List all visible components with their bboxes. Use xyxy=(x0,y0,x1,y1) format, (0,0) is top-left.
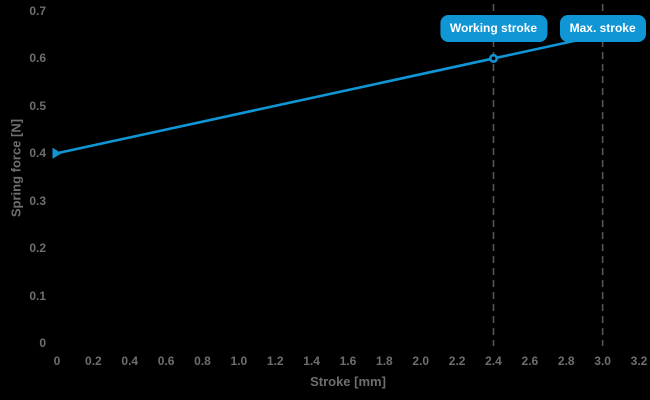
x-tick-label: 2.2 xyxy=(448,354,466,368)
y-tick-label: 0.5 xyxy=(29,98,46,113)
series-start-marker xyxy=(52,147,62,159)
x-tick-label: 3.2 xyxy=(630,354,648,368)
y-tick-label: 0.3 xyxy=(29,193,46,208)
x-tick-label: 0.4 xyxy=(121,354,139,368)
working-point-marker xyxy=(488,53,498,63)
x-tick-label: 0.2 xyxy=(85,354,102,368)
y-axis-title: Spring force [N] xyxy=(8,118,24,218)
x-tick-label: 2.8 xyxy=(557,354,575,368)
x-tick-label: 2.6 xyxy=(521,354,539,368)
working-stroke-badge[interactable]: Working stroke xyxy=(439,15,548,42)
x-tick-label: 1.8 xyxy=(376,354,393,368)
y-tick-label: 0 xyxy=(39,336,46,350)
x-tick-label: 0 xyxy=(53,354,61,368)
x-axis-title: Stroke [mm] xyxy=(310,374,386,389)
x-tick-label: 2.0 xyxy=(412,354,430,368)
x-tick-label: 0.6 xyxy=(157,354,175,368)
y-tick-label: 0.1 xyxy=(29,288,46,303)
x-tick-label: 1.4 xyxy=(303,354,320,368)
y-tick-label: 0.2 xyxy=(29,241,46,256)
x-tick-label: 3.0 xyxy=(594,354,611,368)
x-tick-label: 1.2 xyxy=(266,354,284,368)
y-tick-label: 0.7 xyxy=(29,4,46,18)
x-tick-label: 0.8 xyxy=(194,354,211,368)
y-tick-label: 0.6 xyxy=(29,51,46,66)
spring-force-line xyxy=(56,33,603,155)
max-stroke-badge[interactable]: Max. stroke xyxy=(559,15,646,42)
x-tick-label: 1.0 xyxy=(230,354,248,368)
y-tick-label: 0.4 xyxy=(29,146,46,161)
x-tick-label: 1.6 xyxy=(339,354,357,368)
x-tick-label: 2.4 xyxy=(485,354,502,368)
